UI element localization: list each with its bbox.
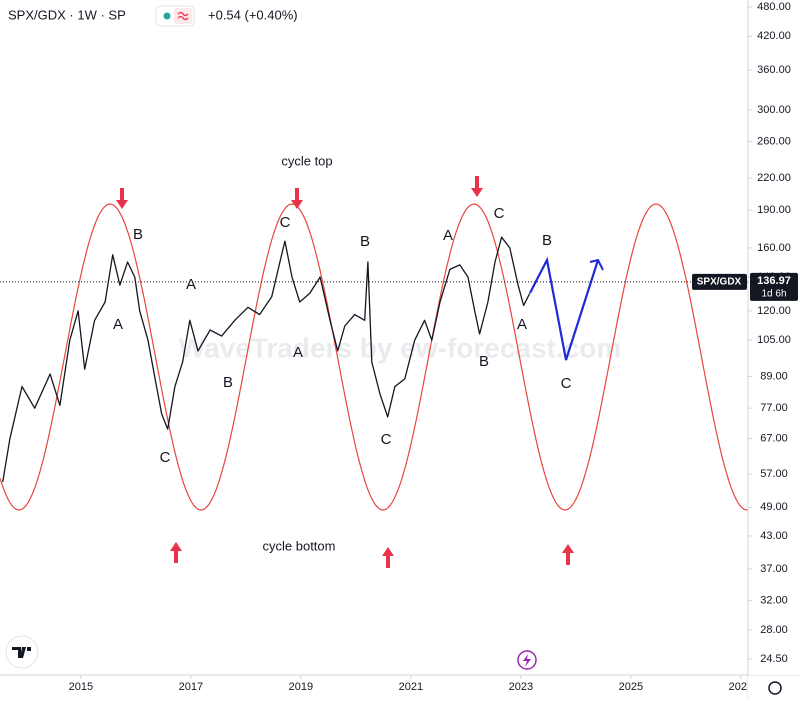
up-arrow <box>382 547 394 568</box>
wave-label: B <box>223 374 233 391</box>
projection <box>529 256 600 361</box>
tv-logo <box>5 635 39 669</box>
down-arrow <box>471 176 483 197</box>
x-tick-label: 2027 <box>729 681 753 693</box>
cycle-bottom-label: cycle bottom <box>263 538 336 553</box>
y-tick-label: 57.00 <box>760 468 788 480</box>
symbol-title: SPX/GDX · 1W · SP <box>8 7 126 22</box>
wave-label: A <box>293 344 303 361</box>
y-axis-panel <box>748 0 800 675</box>
wave-label: C <box>494 205 505 222</box>
wave-label: A <box>443 227 453 244</box>
symbol-tag <box>692 273 747 290</box>
delay-badge <box>174 8 192 24</box>
y-tick-label: 28.00 <box>760 624 788 636</box>
price-tag-value: 136.97 <box>757 275 791 287</box>
y-tick-label: 67.00 <box>760 433 788 445</box>
y-tick-label: 480.00 <box>757 1 791 13</box>
watermark: WaveTraders by ew-forecast.com <box>179 332 621 363</box>
plot-area <box>0 203 748 511</box>
y-tick-label: 43.00 <box>760 530 788 542</box>
cycle-arrows <box>116 176 574 568</box>
x-axis: 2015 2017 2019 2021 2023 2025 2027 <box>0 674 800 693</box>
price-change: +0.54 (+0.40%) <box>208 7 298 22</box>
wave-labels: B A A C B C A B C A B C A B C <box>113 205 572 466</box>
settings-icon[interactable] <box>768 681 782 695</box>
y-tick-label: 120.00 <box>757 305 791 317</box>
y-tick-label: 89.00 <box>760 370 788 382</box>
y-tick-label: 190.00 <box>757 204 791 216</box>
up-arrow <box>170 542 182 563</box>
y-tick-label: 37.00 <box>760 563 788 575</box>
wave-label: B <box>479 353 489 370</box>
y-tick-label: 300.00 <box>757 104 791 116</box>
down-arrow <box>116 188 128 209</box>
y-tick-label: 32.00 <box>760 595 788 607</box>
y-tick-label: 49.00 <box>760 501 788 513</box>
header: SPX/GDX · 1W · SP +0.54 (+0.40%) <box>8 5 298 27</box>
icon-bolt <box>523 654 531 667</box>
wave-label: C <box>160 449 171 466</box>
y-tick-label: 105.00 <box>757 334 791 346</box>
wave-label: C <box>280 214 291 231</box>
x-tick-label: 2019 <box>289 681 313 693</box>
wave-label: A <box>186 276 196 293</box>
x-tick-label: 2025 <box>619 681 643 693</box>
delay-icon <box>177 11 189 21</box>
x-tick-label: 2017 <box>179 681 203 693</box>
x-tick-label: 2021 <box>399 681 423 693</box>
lightning-icon[interactable] <box>517 650 537 670</box>
y-tick-label: 420.00 <box>757 30 791 42</box>
wave-label: C <box>561 375 572 392</box>
y-tick-label: 160.00 <box>757 242 791 254</box>
cycle-wave <box>0 203 748 511</box>
y-tick-label: 220.00 <box>757 172 791 184</box>
wave-label: B <box>542 232 552 249</box>
wave-label: A <box>517 316 527 333</box>
x-tick-label: 2023 <box>509 681 533 693</box>
corner <box>748 676 800 700</box>
down-arrow <box>291 188 303 209</box>
x-tick-label: 2015 <box>69 681 93 693</box>
y-tick-label: 24.50 <box>760 653 788 665</box>
price-tag-countdown: 1d 6h <box>761 289 786 300</box>
wave-label: B <box>360 233 370 250</box>
y-tick-label: 360.00 <box>757 64 791 76</box>
wave-label: C <box>381 431 392 448</box>
symbol-tag-text: SPX/GDX <box>697 277 742 288</box>
y-tick-label: 260.00 <box>757 135 791 147</box>
y-axis: 24.50 28.00 32.00 37.00 43.00 49.00 57.00 67.00… <box>747 0 800 700</box>
icon-ring <box>517 650 537 670</box>
y-tick-label: 77.00 <box>760 402 788 414</box>
wave-label: A <box>113 316 123 333</box>
status-dot <box>163 12 171 20</box>
projection-arrow <box>589 258 604 271</box>
wave-label: B <box>133 226 143 243</box>
logo-mark <box>12 647 31 658</box>
cycle-top-label: cycle top <box>281 153 332 168</box>
x-tick-labels: 2015 2017 2019 2021 2023 2025 2027 <box>69 681 753 693</box>
price-tag <box>750 272 798 301</box>
up-arrow <box>562 544 574 565</box>
price-line <box>2 236 531 483</box>
